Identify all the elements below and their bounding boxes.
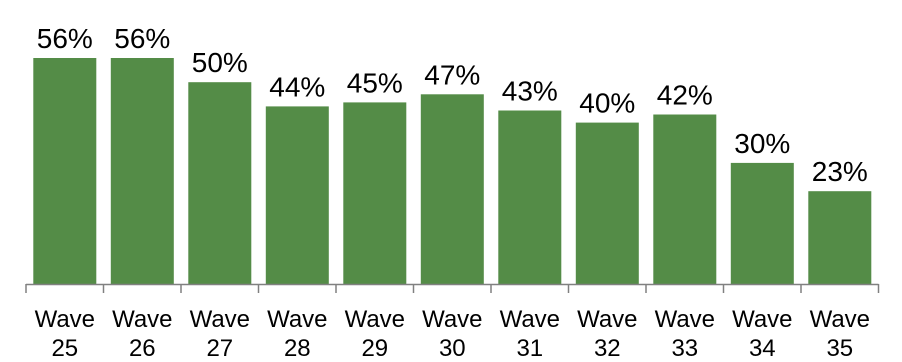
tick-label-line2: 30 (439, 335, 466, 362)
bar-wave-34 (731, 163, 794, 284)
tick-label-line1: Wave (190, 306, 250, 333)
data-label-wave-32: 40% (579, 88, 635, 119)
bars-layer (33, 58, 871, 284)
bar-wave-32 (576, 123, 639, 284)
data-label-wave-29: 45% (347, 67, 403, 98)
bar-wave-27 (188, 82, 251, 284)
tick-label-line1: Wave (810, 306, 870, 333)
data-label-wave-35: 23% (812, 156, 868, 187)
bar-wave-28 (266, 106, 329, 284)
tick-label-line2: 35 (826, 335, 853, 362)
tick-label-line1: Wave (35, 306, 95, 333)
data-label-wave-28: 44% (269, 71, 325, 102)
data-label-wave-34: 30% (734, 128, 790, 159)
data-label-wave-30: 47% (424, 59, 480, 90)
bar-wave-33 (653, 115, 716, 285)
tick-label-line2: 33 (671, 335, 698, 362)
tick-label-line2: 31 (516, 335, 543, 362)
bar-wave-29 (343, 102, 406, 284)
tick-label-line1: Wave (422, 306, 482, 333)
tick-label-line2: 26 (129, 335, 156, 362)
bar-wave-25 (33, 58, 96, 284)
tick-label-line2: 27 (206, 335, 233, 362)
tick-label-line1: Wave (345, 306, 405, 333)
data-label-wave-33: 42% (657, 80, 713, 111)
tick-label-line1: Wave (655, 306, 715, 333)
tick-label-line1: Wave (732, 306, 792, 333)
tick-label-line1: Wave (112, 306, 172, 333)
tick-label-line2: 32 (594, 335, 621, 362)
bar-wave-31 (498, 111, 561, 285)
tick-label-line1: Wave (577, 306, 637, 333)
bar-wave-35 (808, 191, 871, 284)
bar-wave-30 (421, 94, 484, 284)
tick-label-line2: 34 (749, 335, 776, 362)
tick-labels-layer: Wave25Wave26Wave27Wave28Wave29Wave30Wave… (35, 306, 870, 362)
data-label-wave-25: 56% (37, 23, 93, 54)
data-label-wave-27: 50% (192, 47, 248, 78)
data-label-wave-31: 43% (502, 76, 558, 107)
x-axis (26, 284, 879, 293)
tick-label-line1: Wave (267, 306, 327, 333)
tick-label-line1: Wave (500, 306, 560, 333)
tick-label-line2: 29 (361, 335, 388, 362)
tick-label-line2: 28 (284, 335, 311, 362)
bar-wave-26 (111, 58, 174, 284)
tick-label-line2: 25 (51, 335, 78, 362)
data-label-wave-26: 56% (114, 23, 170, 54)
